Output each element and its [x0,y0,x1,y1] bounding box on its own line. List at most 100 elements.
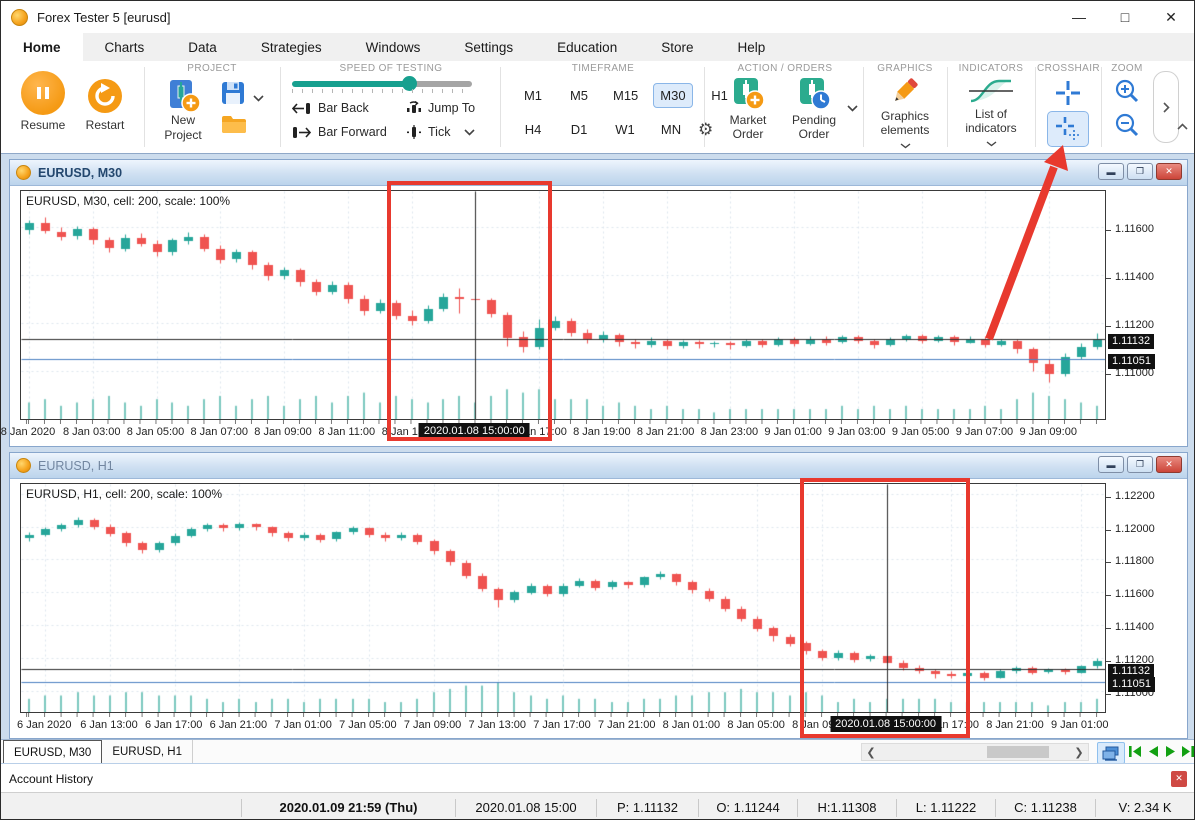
open-project-button[interactable] [221,113,247,140]
synchronized-crosshair-icon [1056,117,1079,140]
menu-strategies[interactable]: Strategies [260,39,322,55]
chart-window-h1-titlebar[interactable]: EURUSD, H1 ▬ ❐ ✕ [10,453,1187,479]
market-order-icon [734,78,765,110]
graphics-elements-button[interactable]: Graphics elements [875,75,935,152]
time-axis-label: 9 Jan 03:00 [828,426,886,438]
status-price: P: 1.11132 [596,798,698,817]
status-bar-time: 2020.01.08 15:00 [455,798,596,817]
bar-forward-button[interactable]: Bar Forward [292,125,387,139]
time-axis-h1[interactable]: 2020.01.08 15:00:00 6 Jan 2020 6 Jan 13:0… [17,713,1108,735]
chart-window-m30-titlebar[interactable]: EURUSD, M30 ▬ ❐ ✕ [10,160,1187,186]
chart-restore-icon[interactable]: ❐ [1127,163,1153,180]
step-forward-button[interactable] [1163,743,1179,760]
chart-plot-area-h1[interactable]: EURUSD, H1, cell: 200, scale: 100% [20,483,1106,713]
timeframe-mn[interactable]: MN [660,122,682,137]
go-first-button[interactable] [1127,743,1143,760]
menu-bar: Home Charts Data Strategies Windows Sett… [1,33,1194,62]
save-options-chevron-icon[interactable] [253,89,264,107]
timeframe-h4[interactable]: H4 [524,122,542,137]
go-first-icon [1129,746,1141,757]
scroll-left-icon[interactable]: ❮ [866,746,876,759]
tile-windows-button[interactable] [1097,742,1125,764]
chart-plot-area-m30[interactable]: EURUSD, M30, cell: 200, scale: 100% [20,190,1106,420]
crosshair-button[interactable] [1056,81,1080,110]
speed-slider[interactable] [292,76,472,91]
synchronized-crosshair-button[interactable] [1047,111,1089,147]
scroll-right-icon[interactable]: ❯ [1074,746,1084,759]
price-marker-badge: 1.11051 [1108,353,1155,369]
speed-slider-thumb[interactable] [401,76,417,91]
minimize-icon[interactable]: — [1072,9,1086,25]
menu-education[interactable]: Education [557,39,618,55]
time-axis-label: 7 Jan 17:00 [533,719,591,731]
timeframe-m5[interactable]: M5 [569,88,589,103]
price-axis-h1[interactable]: 1.12200 1.12000 1.11800 1.11600 1.11400 1.112… [1106,483,1188,713]
market-order-button[interactable]: Market Order [717,77,779,142]
menu-home[interactable]: Home [1,33,83,61]
menu-settings[interactable]: Settings [464,39,514,55]
timeframe-d1[interactable]: D1 [570,122,588,137]
save-project-button[interactable] [221,81,245,110]
price-axis-m30[interactable]: 1.11600 1.11400 1.11200 1.11000 1.11132 1.110… [1106,190,1188,420]
step-back-button[interactable] [1145,743,1161,760]
timeframe-settings-gear-icon[interactable]: ⚙ [698,119,714,139]
chart-restore-icon[interactable]: ❐ [1127,456,1153,473]
chart-close-icon[interactable]: ✕ [1156,456,1182,473]
chart-canvas-h1[interactable] [21,484,1105,712]
restart-button[interactable]: Restart [75,77,135,133]
pending-order-button[interactable]: Pending Order [783,77,845,142]
timeframe-m30[interactable]: M30 [653,83,693,108]
tick-options-chevron-icon[interactable] [464,125,476,139]
tab-eurusd-h1[interactable]: EURUSD, H1 [102,740,193,764]
chart-window-h1: EURUSD, H1 ▬ ❐ ✕ EURUSD, H1, cell: 200, … [9,452,1188,739]
scrollbar-thumb[interactable] [987,746,1049,758]
time-axis-label: 8 Jan 05:00 [727,719,785,731]
timeframe-m15[interactable]: M15 [613,88,639,103]
jump-to-button[interactable]: Jump To [406,101,475,115]
save-icon [222,82,244,104]
list-of-indicators-button[interactable]: List of indicators [961,77,1021,150]
chart-tab-bar: EURUSD, M30 EURUSD, H1 ❮ ❯ [1,739,1194,764]
maximize-icon[interactable]: □ [1120,9,1130,25]
graphics-chevron-icon[interactable] [900,138,911,152]
tick-button[interactable]: Tick [406,125,476,139]
chart-minimize-icon[interactable]: ▬ [1098,163,1124,180]
bar-back-button[interactable]: Bar Back [292,101,369,115]
tile-windows-icon [1102,746,1119,761]
chart-close-icon[interactable]: ✕ [1156,163,1182,180]
menu-store[interactable]: Store [661,39,694,55]
ribbon: Resume Restart PROJECT [1,61,1194,155]
ribbon-expand-button[interactable] [1153,71,1179,143]
time-axis-label: 8 Jan 23:00 [700,426,759,438]
status-high: H:1.11308 [797,798,896,817]
orders-chevron-icon[interactable] [847,99,858,117]
time-axis-label: 6 Jan 2020 [17,719,72,731]
time-axis-label: 8 Jan 21:00 [986,719,1044,731]
price-axis-tick [1106,628,1111,630]
zoom-out-button[interactable] [1115,113,1139,142]
timeframe-h1[interactable]: H1 [711,88,728,103]
close-icon[interactable]: ✕ [1165,8,1177,25]
new-project-button[interactable]: New Project [155,79,211,143]
time-axis-m30[interactable]: 2020.01.08 15:00:00 8 Jan 2020 8 Jan 03:0… [1,420,1106,442]
chart-canvas-m30[interactable] [21,191,1105,419]
chart-minimize-icon[interactable]: ▬ [1098,456,1124,473]
menu-help[interactable]: Help [737,39,766,55]
indicator-curve-icon [969,79,1013,103]
resume-button[interactable]: Resume [13,71,73,133]
timeframe-w1[interactable]: W1 [615,122,635,137]
ribbon-collapse-chevron-icon[interactable] [1177,119,1188,133]
menu-data[interactable]: Data [188,39,217,55]
account-history-close-icon[interactable]: ✕ [1171,770,1187,787]
time-axis-label: 8 Jan 01:00 [662,719,721,731]
menu-charts[interactable]: Charts [104,39,145,55]
price-axis-tick [1106,595,1111,597]
timeframe-m1[interactable]: M1 [523,88,543,103]
menu-windows[interactable]: Windows [365,39,421,55]
go-last-button[interactable] [1180,743,1194,760]
indicators-chevron-icon[interactable] [986,136,997,150]
tab-eurusd-m30[interactable]: EURUSD, M30 [3,740,103,764]
zoom-in-button[interactable] [1115,79,1139,108]
horizontal-scrollbar[interactable]: ❮ ❯ [861,743,1089,761]
price-axis-tick [1106,326,1111,327]
